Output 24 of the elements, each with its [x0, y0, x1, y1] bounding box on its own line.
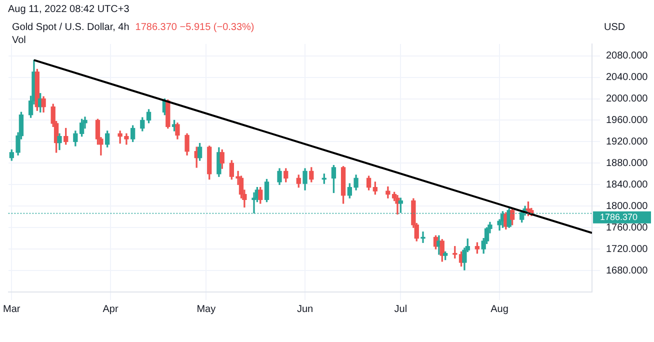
x-tick-label: Mar	[3, 304, 21, 315]
text: 1786.370 −5.915 (−0.33%)	[135, 22, 254, 33]
x-tick-label: Jul	[394, 304, 408, 315]
text: Aug 11, 2022 08:42 UTC+3	[8, 4, 130, 15]
chart-title: Gold Spot / U.S. Dollar, 4h	[12, 22, 130, 33]
x-tick-label: Apr	[102, 304, 119, 315]
candlestick	[420, 232, 426, 243]
y-axis-title: USD	[604, 22, 626, 33]
x-tick-label: Aug	[490, 304, 508, 315]
y-tick-label: 2040.000	[606, 72, 648, 84]
ref-line-label: 1786.370	[600, 212, 638, 222]
y-tick-label: 1720.000	[606, 244, 648, 255]
y-tick-label: 1840.000	[606, 179, 648, 190]
y-tick-label: 1920.000	[606, 136, 648, 148]
y-tick-label: 1680.000	[606, 265, 648, 276]
annotation: Vol	[12, 35, 26, 46]
y-tick-label: 1800.000	[606, 200, 648, 212]
y-tick-label: 2080.000	[606, 50, 648, 62]
y-tick-label: 1960.000	[606, 114, 648, 126]
x-tick-label: May	[196, 304, 216, 315]
x-tick-label: Jun	[296, 304, 314, 315]
y-tick-label: 1880.000	[606, 158, 648, 169]
y-tick-label: 1760.000	[606, 222, 648, 234]
y-tick-label: 2000.000	[606, 94, 648, 105]
